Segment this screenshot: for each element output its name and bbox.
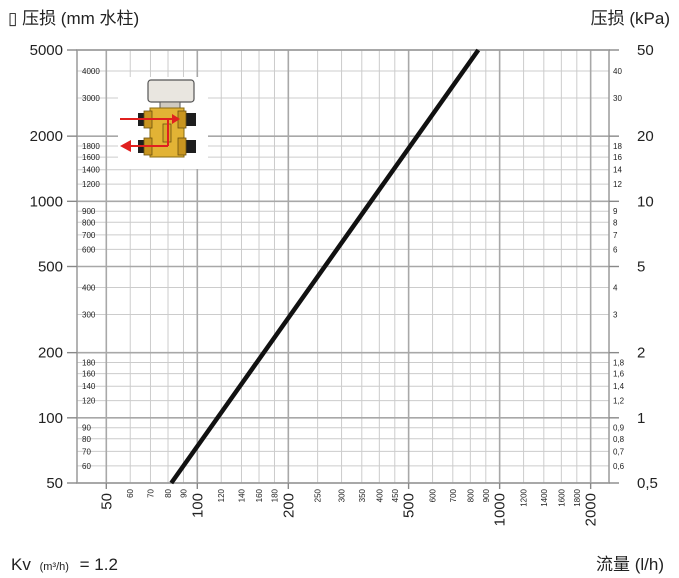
y-left-minor-tick-label: 900	[82, 207, 96, 216]
series-layer	[169, 48, 481, 485]
x-ticks: 50 100 200 500 1000 2000 60 70 80 90 120 140 160 180 2…	[98, 483, 600, 526]
y-axis-right-label: 压损 (kPa)	[591, 9, 670, 28]
x-major-tick-label: 2000	[583, 493, 600, 526]
x-minor-tick-label: 1400	[540, 488, 549, 506]
kv-label: Kv	[11, 555, 31, 574]
x-minor-tick-label: 140	[237, 488, 246, 502]
y-right-major-tick-label: 2	[637, 345, 645, 362]
y-left-minor-tick-label: 160	[82, 370, 96, 379]
x-minor-tick-label: 800	[466, 488, 475, 502]
x-minor-tick-label: 450	[391, 488, 400, 502]
y-left-minor-tick-label: 1400	[82, 166, 100, 175]
y-left-major-tick-label: 2000	[30, 128, 63, 145]
x-minor-tick-label: 250	[314, 488, 323, 502]
y-left-minor-tick-label: 90	[82, 424, 91, 433]
x-minor-tick-label: 70	[146, 488, 155, 497]
x-minor-tick-label: 600	[429, 488, 438, 502]
y-right-minor-tick-label: 0,9	[613, 424, 625, 433]
y-left-minor-tick-label: 400	[82, 283, 96, 292]
y-right-major-tick-label: 0,5	[637, 475, 658, 492]
y-left-major-tick-label: 50	[46, 475, 63, 492]
x-minor-tick-label: 60	[126, 488, 135, 497]
y-right-minor-tick-label: 12	[613, 180, 622, 189]
y-left-minor-tick-label: 3000	[82, 94, 100, 103]
y-left-minor-tick-label: 60	[82, 462, 91, 471]
y-right-minor-tick-label: 4	[613, 283, 618, 292]
y-left-minor-tick-label: 70	[82, 447, 91, 456]
y-left-minor-tick-label: 140	[82, 382, 96, 391]
y-left-major-tick-label: 1000	[30, 193, 63, 210]
y-left-minor-tick-label: 300	[82, 311, 96, 320]
y-left-major-tick-label: 5000	[30, 42, 63, 59]
y-left-minor-tick-label: 1800	[82, 142, 100, 151]
y-right-minor-tick-label: 0,7	[613, 447, 625, 456]
y-right-minor-tick-label: 0,6	[613, 462, 625, 471]
y-right-minor-tick-label: 8	[613, 218, 618, 227]
y-left-major-tick-label: 500	[38, 259, 63, 276]
x-minor-tick-label: 180	[270, 488, 279, 502]
kv-note: Kv (m³/h) = 1.2	[11, 555, 118, 574]
x-minor-tick-label: 900	[482, 488, 491, 502]
y-right-minor-tick-label: 9	[613, 207, 618, 216]
x-major-tick-label: 100	[189, 493, 206, 518]
x-minor-tick-label: 90	[179, 488, 188, 497]
y-right-major-tick-label: 5	[637, 259, 645, 276]
x-major-tick-label: 1000	[492, 493, 509, 526]
y-right-minor-tick-label: 1,8	[613, 359, 625, 368]
x-minor-tick-label: 1600	[557, 488, 566, 506]
kv-unit: (m³/h)	[40, 561, 69, 573]
x-minor-tick-label: 1200	[520, 488, 529, 506]
y-right-minor-tick-label: 7	[613, 231, 618, 240]
y-right-minor-tick-label: 18	[613, 142, 622, 151]
x-major-tick-label: 200	[280, 493, 297, 518]
y-right-major-tick-label: 10	[637, 193, 654, 210]
y-left-ticks: 5000 2000 1000 500 200 100 50 4000 3000 1800 1600 1…	[30, 42, 101, 492]
x-major-tick-label: 500	[401, 493, 418, 518]
pressure-drop-line	[169, 48, 481, 485]
y-left-minor-tick-label: 700	[82, 231, 96, 240]
y-right-minor-tick-label: 40	[613, 67, 622, 76]
y-right-minor-tick-label: 3	[613, 311, 618, 320]
y-right-major-tick-label: 20	[637, 128, 654, 145]
x-minor-tick-label: 300	[338, 488, 347, 502]
y-right-ticks: 50 20 10 5 2 1 0,5 40 30 16 18 14 12 9 8 7 6 4 3 1,8 1,6 1,4 1…	[609, 42, 658, 492]
x-major-tick-label: 50	[98, 493, 115, 510]
x-minor-tick-label: 120	[217, 488, 226, 502]
y-right-minor-tick-label: 30	[613, 94, 622, 103]
x-minor-tick-label: 1800	[573, 488, 582, 506]
y-right-minor-tick-label: 16	[613, 153, 622, 162]
kv-value: = 1.2	[80, 555, 118, 574]
y-right-major-tick-label: 50	[637, 42, 654, 59]
y-right-minor-tick-label: 6	[613, 245, 618, 254]
x-minor-tick-label: 700	[449, 488, 458, 502]
y-left-minor-tick-label: 1200	[82, 180, 100, 189]
x-minor-tick-label: 80	[164, 488, 173, 497]
x-minor-tick-label: 350	[358, 488, 367, 502]
x-minor-tick-label: 400	[375, 488, 384, 502]
y-right-minor-tick-label: 1,6	[613, 370, 625, 379]
actuator-body	[147, 79, 195, 103]
y-left-minor-tick-label: 600	[82, 245, 96, 254]
y-right-minor-tick-label: 1,4	[613, 382, 625, 391]
y-left-minor-tick-label: 1600	[82, 153, 100, 162]
y-right-minor-tick-label: 1,2	[613, 397, 625, 406]
valve-illustration	[118, 77, 208, 169]
y-left-minor-tick-label: 180	[82, 359, 96, 368]
y-right-minor-tick-label: 0,8	[613, 435, 625, 444]
y-axis-left-label: ▯ 压损 (mm 水柱)	[8, 9, 139, 28]
y-left-minor-tick-label: 80	[82, 435, 91, 444]
x-minor-tick-label: 160	[255, 488, 264, 502]
y-left-major-tick-label: 100	[38, 410, 63, 427]
y-right-major-tick-label: 1	[637, 410, 645, 427]
y-left-minor-tick-label: 120	[82, 397, 96, 406]
y-right-minor-tick-label: 14	[613, 166, 622, 175]
y-left-minor-tick-label: 4000	[82, 67, 100, 76]
x-axis-label: 流量 (l/h)	[596, 555, 664, 574]
y-left-major-tick-label: 200	[38, 345, 63, 362]
y-left-minor-tick-label: 800	[82, 218, 96, 227]
